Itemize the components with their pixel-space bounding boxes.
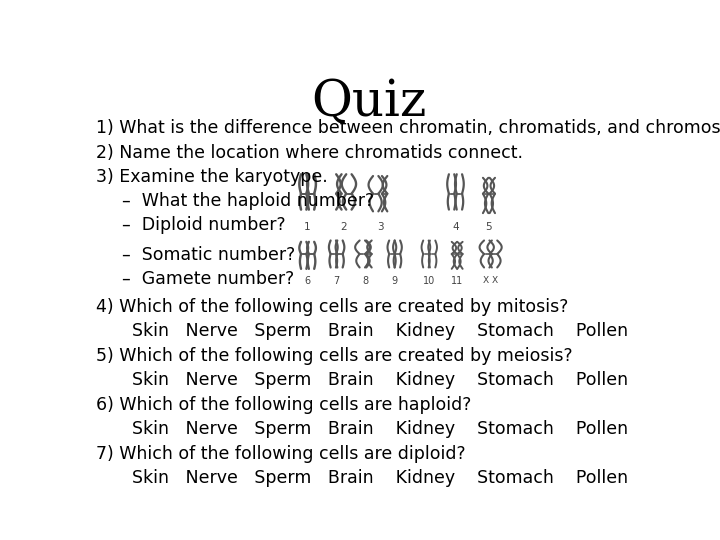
Text: 1) What is the difference between chromatin, chromatids, and chromosomes?: 1) What is the difference between chroma…	[96, 119, 720, 137]
Text: –  Gamete number?: – Gamete number?	[122, 270, 294, 288]
Text: 6) Which of the following cells are haploid?: 6) Which of the following cells are hapl…	[96, 396, 471, 414]
Text: X X: X X	[483, 275, 498, 285]
Text: Skin   Nerve   Sperm   Brain    Kidney    Stomach    Pollen: Skin Nerve Sperm Brain Kidney Stomach Po…	[132, 371, 628, 389]
Text: 2) Name the location where chromatids connect.: 2) Name the location where chromatids co…	[96, 144, 523, 162]
Text: –  Somatic number?: – Somatic number?	[122, 246, 296, 264]
Text: 3: 3	[377, 222, 384, 233]
Text: 11: 11	[451, 275, 463, 286]
Text: –  What the haploid number?: – What the haploid number?	[122, 192, 374, 210]
Text: 4) Which of the following cells are created by mitosis?: 4) Which of the following cells are crea…	[96, 298, 568, 316]
Text: –  Diploid number?: – Diploid number?	[122, 216, 286, 234]
Text: 8: 8	[363, 275, 369, 286]
Text: 2: 2	[341, 222, 347, 233]
Text: 9: 9	[392, 275, 397, 286]
Text: 7) Which of the following cells are diploid?: 7) Which of the following cells are dipl…	[96, 445, 465, 463]
Text: 5: 5	[486, 222, 492, 233]
Text: 5) Which of the following cells are created by meiosis?: 5) Which of the following cells are crea…	[96, 347, 572, 364]
Text: 6: 6	[305, 275, 311, 286]
Text: Skin   Nerve   Sperm   Brain    Kidney    Stomach    Pollen: Skin Nerve Sperm Brain Kidney Stomach Po…	[132, 469, 628, 487]
Text: 3) Examine the karyotype.: 3) Examine the karyotype.	[96, 168, 328, 186]
Text: Quiz: Quiz	[311, 77, 427, 127]
Text: 1: 1	[305, 222, 311, 233]
Text: Skin   Nerve   Sperm   Brain    Kidney    Stomach    Pollen: Skin Nerve Sperm Brain Kidney Stomach Po…	[132, 420, 628, 438]
Text: Skin   Nerve   Sperm   Brain    Kidney    Stomach    Pollen: Skin Nerve Sperm Brain Kidney Stomach Po…	[132, 322, 628, 340]
Text: 4: 4	[452, 222, 459, 233]
Text: 7: 7	[333, 275, 340, 286]
Text: 10: 10	[423, 275, 436, 286]
